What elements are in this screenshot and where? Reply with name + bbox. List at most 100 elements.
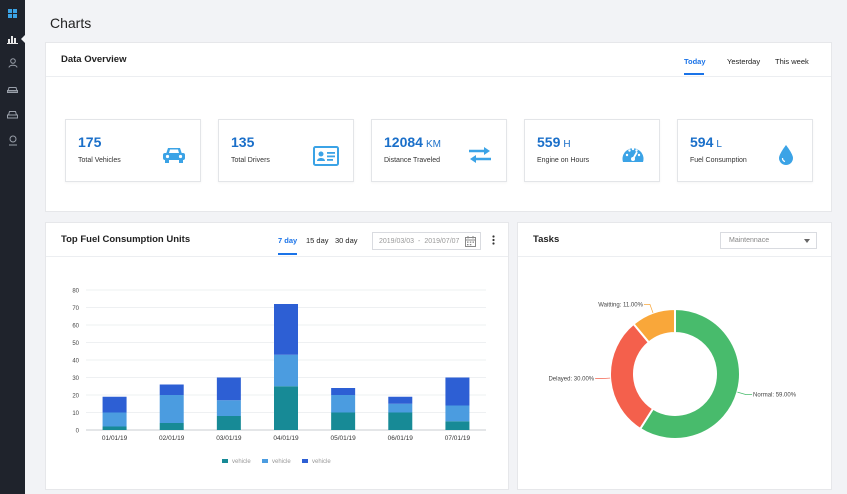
select-value: Maintennace [729, 237, 770, 244]
slice-leader-line [737, 391, 753, 395]
bar-segment [274, 354, 298, 387]
y-tick-label: 30 [72, 376, 79, 382]
legend-swatch [222, 459, 228, 463]
sidebar-item-support[interactable] [0, 129, 25, 151]
stat-card-engine-hours: 559 H Engine on Hours [524, 119, 660, 182]
speedometer-icon [622, 147, 644, 162]
bar-segment [331, 412, 356, 430]
id-card-icon [313, 146, 339, 166]
car-icon [163, 148, 185, 163]
bar-segment [216, 400, 241, 416]
bar-segment [159, 384, 184, 395]
stat-value: 594 L [690, 134, 722, 150]
slice-label: Waitting: 11.00% [598, 302, 643, 308]
bar-segment [331, 395, 356, 413]
bar-segment [445, 377, 470, 406]
donut-slice [638, 307, 741, 440]
tasks-donut-chart: Normal: 59.00% Delayed: 30.00% Waitting: 1… [548, 302, 797, 440]
legend-label: vehicle [312, 459, 331, 465]
date-range-picker[interactable]: 2019/03/03 - 2019/07/07 [372, 232, 481, 250]
sidebar-item-charts[interactable] [0, 28, 25, 50]
bar-segment [216, 416, 241, 430]
tab-active-underline [684, 73, 704, 75]
swap-arrows-icon [469, 147, 491, 163]
bar-segment [274, 386, 298, 430]
sidebar-item-users[interactable] [0, 52, 25, 74]
calendar-icon[interactable] [465, 236, 476, 247]
x-tick-label: 01/01/19 [102, 435, 128, 442]
y-tick-label: 50 [72, 341, 79, 347]
bar-segment [274, 304, 298, 355]
legend-swatch [262, 459, 268, 463]
slice-label: Normal: 59.00% [753, 393, 797, 399]
tab-this-week[interactable]: This week [775, 57, 809, 66]
bar-segment [216, 377, 241, 401]
tab-today[interactable]: Today [684, 57, 706, 66]
card-header: Top Fuel Consumption Units 7 day 15 day … [46, 223, 508, 257]
drop-icon [779, 145, 793, 165]
date-start: 2019/03/03 [379, 237, 415, 245]
tasks-card: Tasks Maintennace Normal: 59.00% Delayed:… [517, 222, 832, 490]
stat-label: Total Vehicles [78, 157, 121, 164]
fuel-consumption-card: Top Fuel Consumption Units 7 day 15 day … [45, 222, 509, 490]
slice-leader-line [595, 377, 611, 379]
y-tick-label: 60 [72, 324, 79, 330]
y-tick-label: 0 [76, 429, 80, 435]
y-tick-label: 10 [72, 411, 79, 417]
bar-segment [159, 423, 184, 430]
fuel-consumption-bar-chart: 0 10 20 30 40 50 60 70 80 01/01/19 02/01/19 03/01/1… [72, 289, 486, 465]
y-tick-label: 70 [72, 306, 79, 312]
data-overview-card: Data Overview Today Yesterday This week … [45, 42, 832, 212]
slice-leader-line [643, 304, 654, 313]
stat-value: 175 [78, 134, 102, 150]
tab-7-day[interactable]: 7 day [278, 236, 298, 245]
tab-active-underline [278, 253, 297, 255]
date-separator: - [418, 237, 421, 245]
bar-segment [159, 395, 184, 423]
sidebar-item-dashboard[interactable] [0, 2, 25, 24]
tab-30-day[interactable]: 30 day [335, 236, 358, 245]
support-icon [8, 135, 17, 145]
tab-15-day[interactable]: 15 day [306, 236, 329, 245]
stat-value: 559 H [537, 134, 571, 150]
stat-card-fuel: 594 L Fuel Consumption [677, 119, 813, 182]
sidebar-item-vehicles[interactable] [0, 78, 25, 100]
chevron-down-icon [804, 239, 810, 243]
user-icon [8, 58, 17, 68]
x-tick-label: 07/01/19 [445, 435, 471, 442]
x-tick-label: 06/01/19 [388, 435, 414, 442]
stat-card-total-drivers: 135 Total Drivers [218, 119, 354, 182]
active-indicator [21, 35, 25, 43]
bar-segment [388, 412, 413, 430]
x-tick-label: 03/01/19 [216, 435, 242, 442]
x-tick-label: 02/01/19 [159, 435, 185, 442]
donut-slice [632, 307, 676, 344]
stat-label: Distance Traveled [384, 157, 441, 164]
bar-segment [445, 421, 470, 430]
card-title: Data Overview [61, 54, 127, 65]
sidebar-item-fleet[interactable] [0, 103, 25, 125]
more-options-icon[interactable] [492, 235, 495, 245]
card-title: Top Fuel Consumption Units [61, 234, 191, 245]
dashboard-icon [8, 8, 17, 18]
task-type-select[interactable]: Maintennace [720, 232, 817, 249]
tab-yesterday[interactable]: Yesterday [727, 57, 761, 66]
stat-card-distance: 12084 KM Distance Traveled [371, 119, 507, 182]
bar-segment [388, 396, 413, 404]
stat-label: Fuel Consumption [690, 157, 747, 164]
card-title: Tasks [533, 234, 560, 245]
bar-segment [331, 388, 356, 395]
stat-unit: L [716, 139, 722, 150]
bar-segment [445, 405, 470, 422]
legend-swatch [302, 459, 308, 463]
stat-unit: H [563, 139, 571, 150]
stat-value: 12084 KM [384, 134, 441, 150]
bar-segment [102, 396, 127, 413]
car-icon [7, 86, 18, 93]
slice-label: Delayed: 30.00% [548, 377, 594, 383]
card-header: Tasks Maintennace [518, 223, 831, 257]
bar-segment [102, 412, 127, 427]
y-tick-label: 40 [72, 359, 79, 365]
car-front-icon [7, 110, 18, 118]
x-tick-label: 05/01/19 [330, 435, 356, 442]
